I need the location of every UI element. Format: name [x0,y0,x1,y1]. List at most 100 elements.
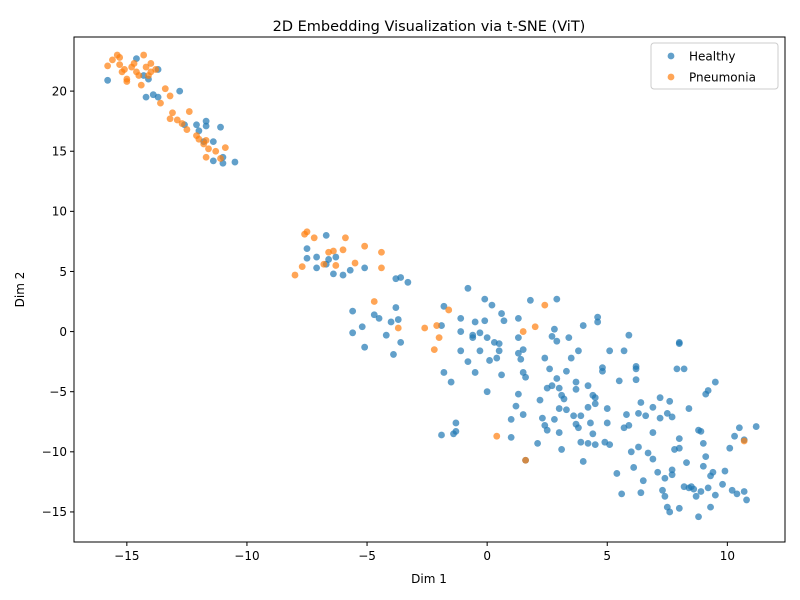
data-point [683,459,690,467]
data-point [666,397,674,405]
data-point [551,415,558,423]
data-point [116,61,124,69]
legend-box [650,42,779,90]
x-tick-label: 10 [720,549,735,563]
data-point [142,63,150,71]
x-tick-label: −5 [358,549,376,563]
data-point [635,409,642,417]
data-point [666,508,674,516]
data-point [452,419,460,427]
data-point [567,354,575,362]
data-point [469,331,477,339]
data-point [330,247,337,255]
data-point [310,234,318,242]
data-point [539,414,546,422]
data-point [603,405,611,412]
y-axis-label: Dim 2 [13,272,27,308]
data-point [404,278,412,286]
data-point [116,54,124,61]
data-point [711,378,719,386]
data-point [457,314,465,322]
data-point [375,314,383,322]
data-point [370,311,378,319]
data-point [495,347,503,355]
data-point [563,406,570,414]
data-point [572,385,580,393]
data-point [514,390,522,398]
data-point [639,477,647,485]
data-point [397,274,405,281]
data-point [656,414,664,422]
data-point [526,296,534,304]
data-point [195,135,203,143]
data-point [606,347,614,355]
data-point [303,228,311,236]
data-point [731,432,738,440]
data-point [673,365,681,373]
data-point [483,334,491,341]
data-point [332,253,340,261]
data-point [178,120,186,127]
data-point [394,324,402,332]
data-point [553,295,561,303]
data-point [579,458,587,465]
data-point [169,109,176,117]
data-point [440,302,448,310]
data-point [692,492,700,500]
data-point [438,431,445,439]
data-point [555,405,563,412]
data-point [555,384,563,392]
data-point [663,409,671,417]
data-point [154,93,162,101]
data-point [135,72,143,79]
data-point [435,334,443,341]
data-point [121,66,128,73]
data-point [176,87,184,95]
y-tick-label: 10 [52,205,67,219]
data-point [618,490,626,498]
data-point [481,295,489,303]
data-point [476,347,484,355]
data-point [519,411,527,418]
data-point [553,375,561,382]
data-point [733,490,741,498]
data-point [752,423,760,430]
data-point [656,394,664,402]
data-point [627,448,635,456]
data-point [339,271,347,279]
data-point [481,317,489,325]
data-point [719,480,726,488]
data-point [202,153,210,161]
data-point [735,424,743,432]
data-point [661,492,669,500]
data-point [575,424,582,432]
data-point [166,115,174,123]
data-point [382,331,390,339]
data-point [702,453,710,461]
data-point [349,307,357,315]
data-point [313,264,320,272]
data-point [697,427,705,435]
data-point [709,468,717,476]
plot-frame [73,36,786,543]
data-point [471,369,479,376]
data-point [589,430,597,438]
data-point [438,322,445,329]
data-point [603,419,611,427]
data-point [457,347,465,355]
data-point [620,347,628,355]
data-point [649,403,657,411]
data-point [555,429,563,436]
x-axis: −15 −10 −5 0 5 10 [114,542,735,563]
data-point [339,246,347,254]
data-point [546,365,553,373]
data-point [575,347,582,355]
series-healthy [104,55,760,521]
data-point [457,328,465,335]
data-point [445,306,453,314]
data-point [675,339,683,346]
data-point [464,358,472,366]
data-point [565,334,573,341]
data-point [635,443,642,451]
